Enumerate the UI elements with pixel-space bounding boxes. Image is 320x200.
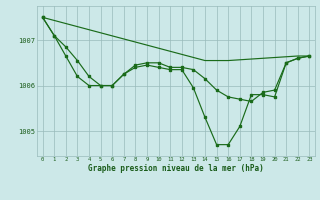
X-axis label: Graphe pression niveau de la mer (hPa): Graphe pression niveau de la mer (hPa) [88,164,264,173]
